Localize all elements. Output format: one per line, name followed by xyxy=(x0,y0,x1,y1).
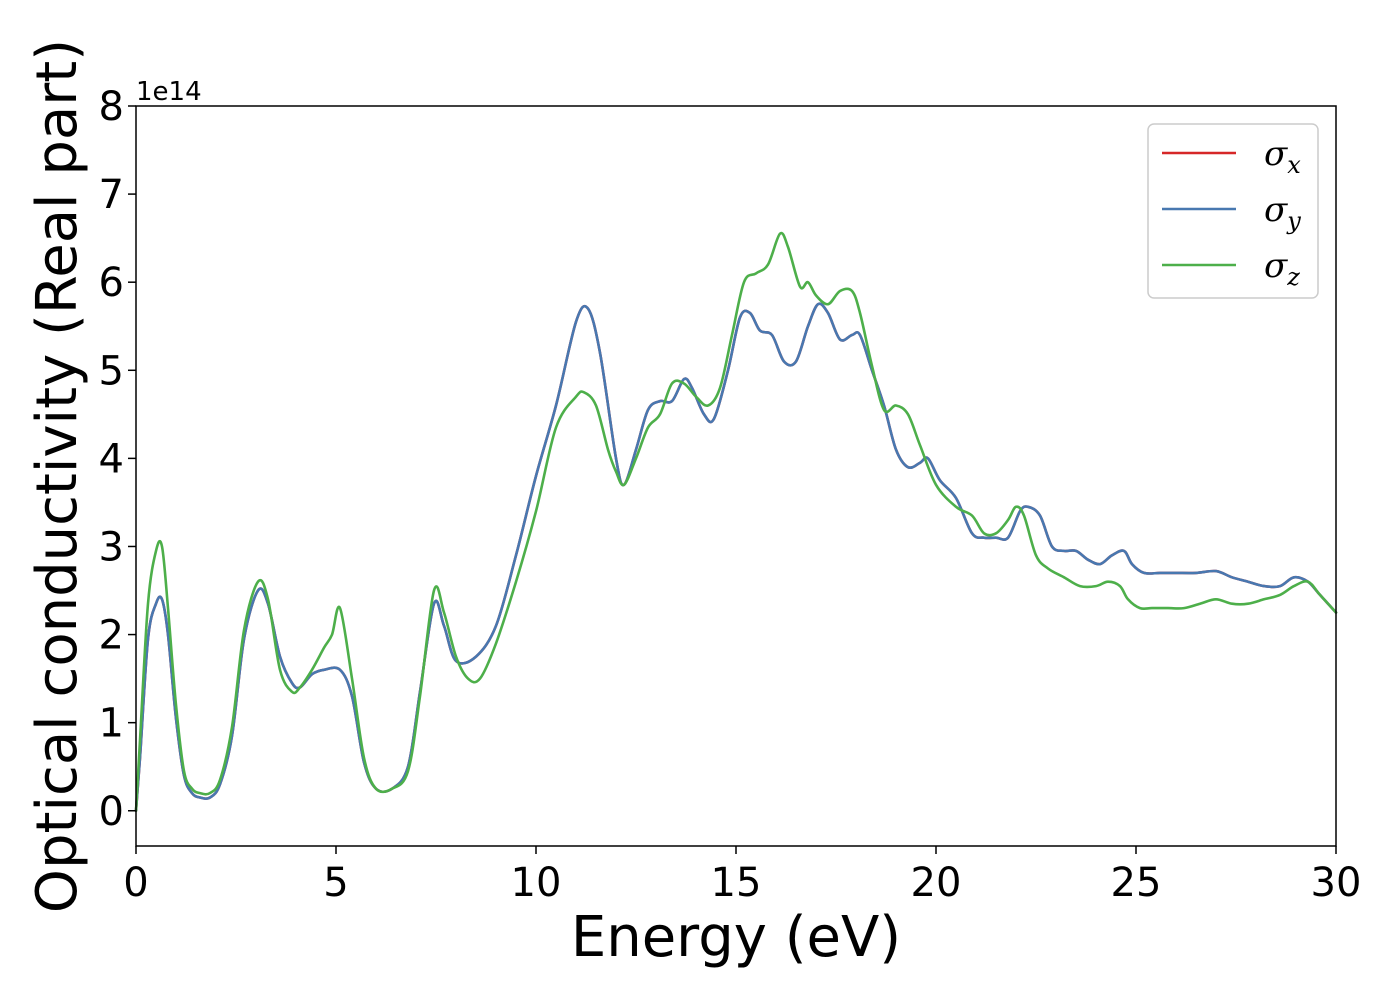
y-tick-label: 5 xyxy=(99,348,124,394)
x-tick-label: 30 xyxy=(1311,860,1362,906)
x-tick-label: 15 xyxy=(711,860,762,906)
plot-area xyxy=(136,106,1336,846)
y-tick-label: 8 xyxy=(99,84,124,130)
y-axis: 0 1 2 3 4 5 6 7 8 xyxy=(99,84,136,835)
y-tick-label: 6 xyxy=(99,260,124,306)
legend-label-y: σy xyxy=(1264,190,1301,235)
x-tick-label: 0 xyxy=(123,860,148,906)
y-tick-label: 0 xyxy=(99,789,124,835)
series-line-z xyxy=(134,231,1338,813)
y-axis-label: Optical conductivity (Real part) xyxy=(25,39,90,913)
legend-box xyxy=(1147,123,1319,299)
y-tick-label: 7 xyxy=(99,172,124,218)
legend: σx σy σz xyxy=(1147,123,1319,299)
x-tick-label: 20 xyxy=(911,860,962,906)
legend-label-z: σz xyxy=(1264,246,1300,291)
series-layer xyxy=(134,231,1338,813)
series-line-y xyxy=(134,302,1338,813)
y-tick-label: 2 xyxy=(99,613,124,659)
x-tick-label: 5 xyxy=(323,860,348,906)
y-tick-label: 4 xyxy=(99,436,124,482)
x-tick-label: 10 xyxy=(511,860,562,906)
x-axis-label: Energy (eV) xyxy=(571,905,901,970)
y-tick-label: 3 xyxy=(99,524,124,570)
legend-label-x: σx xyxy=(1264,134,1301,179)
y-tick-label: 1 xyxy=(99,701,124,747)
x-axis: 0 5 10 15 20 25 30 xyxy=(123,846,1361,906)
x-tick-label: 25 xyxy=(1111,860,1162,906)
y-offset-label: 1e14 xyxy=(136,77,202,107)
